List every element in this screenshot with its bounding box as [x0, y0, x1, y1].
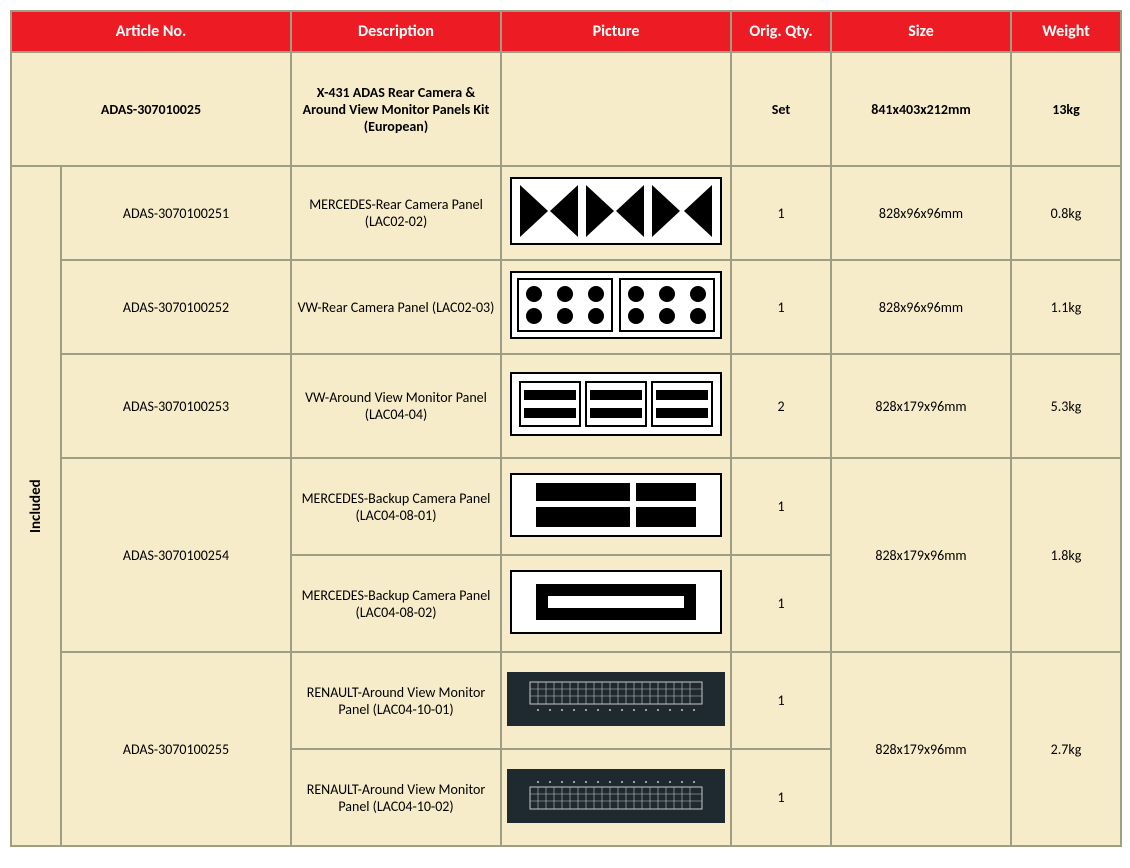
cell-article: ADAS-3070100252 [61, 260, 291, 354]
cell-size: 828x179x96mm [831, 354, 1011, 458]
cell-description: RENAULT-Around View Monitor Panel (LAC04… [291, 749, 501, 846]
panel-lac02-03-icon [510, 271, 722, 339]
panel-lac04-04-icon [510, 372, 722, 436]
cell-description: MERCEDES-Backup Camera Panel (LAC04-08-0… [291, 555, 501, 652]
cell-qty: 1 [731, 458, 831, 555]
cell-weight: 0.8kg [1011, 166, 1121, 260]
hdr-weight: Weight [1011, 11, 1121, 52]
cell-picture [501, 652, 731, 749]
panel-lac04-08-02-icon [510, 570, 722, 634]
cell-weight: 5.3kg [1011, 354, 1121, 458]
cell-description: MERCEDES-Backup Camera Panel (LAC04-08-0… [291, 458, 501, 555]
cell-weight: 1.8kg [1011, 458, 1121, 652]
table-row: Included ADAS-3070100251 MERCEDES-Rear C… [11, 166, 1121, 260]
hdr-qty: Orig. Qty. [731, 11, 831, 52]
cell-qty: 1 [731, 555, 831, 652]
panel-lac02-02-icon [510, 177, 722, 245]
hdr-description: Description [291, 11, 501, 52]
cell-article: ADAS-3070100253 [61, 354, 291, 458]
cell-qty: 2 [731, 354, 831, 458]
cell-weight: 1.1kg [1011, 260, 1121, 354]
hdr-size: Size [831, 11, 1011, 52]
cell-size: 828x96x96mm [831, 260, 1011, 354]
cell-picture [501, 458, 731, 555]
kit-description: X-431 ADAS Rear Camera & Around View Mon… [291, 52, 501, 166]
cell-picture [501, 555, 731, 652]
cell-qty: 1 [731, 652, 831, 749]
cell-picture [501, 749, 731, 846]
cell-qty: 1 [731, 166, 831, 260]
cell-size: 828x96x96mm [831, 166, 1011, 260]
cell-article: ADAS-3070100254 [61, 458, 291, 652]
cell-picture [501, 166, 731, 260]
table-row: ADAS-3070100255 RENAULT-Around View Moni… [11, 652, 1121, 749]
cell-qty: 1 [731, 749, 831, 846]
cell-size: 828x179x96mm [831, 652, 1011, 846]
kit-size: 841x403x212mm [831, 52, 1011, 166]
kit-article: ADAS-307010025 [11, 52, 291, 166]
cell-article: ADAS-3070100255 [61, 652, 291, 846]
header-row: Article No. Description Picture Orig. Qt… [11, 11, 1121, 52]
kit-picture [501, 52, 731, 166]
included-label: Included [11, 166, 61, 846]
cell-description: MERCEDES-Rear Camera Panel (LAC02-02) [291, 166, 501, 260]
panel-lac04-10-02-icon [507, 769, 725, 823]
cell-picture [501, 354, 731, 458]
kit-weight: 13kg [1011, 52, 1121, 166]
parts-table: Article No. Description Picture Orig. Qt… [10, 10, 1122, 847]
kit-row: ADAS-307010025 X-431 ADAS Rear Camera & … [11, 52, 1121, 166]
table-row: ADAS-3070100252 VW-Rear Camera Panel (LA… [11, 260, 1121, 354]
panel-lac04-08-01-icon [510, 473, 722, 537]
cell-picture [501, 260, 731, 354]
cell-description: RENAULT-Around View Monitor Panel (LAC04… [291, 652, 501, 749]
cell-description: VW-Rear Camera Panel (LAC02-03) [291, 260, 501, 354]
panel-lac04-10-01-icon [507, 672, 725, 726]
hdr-picture: Picture [501, 11, 731, 52]
cell-qty: 1 [731, 260, 831, 354]
table-row: ADAS-3070100253 VW-Around View Monitor P… [11, 354, 1121, 458]
cell-size: 828x179x96mm [831, 458, 1011, 652]
kit-qty: Set [731, 52, 831, 166]
hdr-article: Article No. [11, 11, 291, 52]
cell-description: VW-Around View Monitor Panel (LAC04-04) [291, 354, 501, 458]
cell-article: ADAS-3070100251 [61, 166, 291, 260]
cell-weight: 2.7kg [1011, 652, 1121, 846]
table-row: ADAS-3070100254 MERCEDES-Backup Camera P… [11, 458, 1121, 555]
